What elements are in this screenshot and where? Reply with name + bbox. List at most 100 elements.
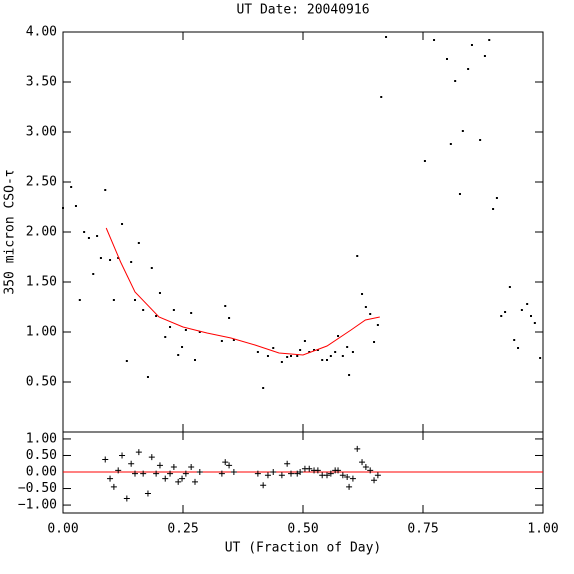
data-point xyxy=(316,349,319,351)
residual-point xyxy=(167,470,174,477)
residual-point xyxy=(175,478,182,485)
data-point xyxy=(224,305,227,307)
data-point xyxy=(488,39,491,41)
y-axis-label: 350 micron CSO-τ xyxy=(3,169,18,294)
data-point xyxy=(467,68,470,70)
y-tick-label: 3.00 xyxy=(26,125,57,140)
data-point xyxy=(142,309,145,311)
data-point xyxy=(190,312,193,314)
data-point xyxy=(299,349,302,351)
x-tick-label: 0.50 xyxy=(287,522,318,537)
residual-point xyxy=(314,467,321,474)
residual-point xyxy=(284,460,291,467)
data-point xyxy=(280,361,283,363)
data-point xyxy=(479,139,482,141)
residual-point xyxy=(153,470,160,477)
residual-point xyxy=(288,470,294,477)
data-point xyxy=(112,299,115,301)
y-tick-label: 3.50 xyxy=(26,75,57,90)
residual-point xyxy=(123,495,130,502)
data-point xyxy=(351,351,354,353)
residual-point xyxy=(156,462,163,469)
data-point xyxy=(78,299,81,301)
residual-point xyxy=(179,475,186,482)
data-point xyxy=(308,351,311,353)
residual-point xyxy=(349,475,356,482)
y-tick-label: 4.00 xyxy=(26,25,57,40)
data-point xyxy=(364,306,367,308)
data-point xyxy=(433,39,436,41)
residual-point xyxy=(162,475,169,482)
residual-point xyxy=(278,472,285,479)
residual-point xyxy=(335,467,342,474)
residual-point xyxy=(148,454,155,461)
data-point xyxy=(286,356,289,358)
data-point xyxy=(198,331,201,333)
data-point xyxy=(385,36,388,38)
data-point xyxy=(329,355,332,357)
y-tick-label: 1.00 xyxy=(26,325,57,340)
residual-point xyxy=(226,462,233,469)
data-point xyxy=(361,293,364,295)
data-point xyxy=(256,351,259,353)
data-point xyxy=(337,335,340,337)
data-point xyxy=(134,299,136,301)
data-point xyxy=(155,315,158,317)
chart-title: UT Date: 20040916 xyxy=(236,3,369,18)
residual-point xyxy=(110,483,117,490)
y-tick-label: 1.50 xyxy=(26,275,57,290)
residual-point xyxy=(135,449,142,456)
residual-point xyxy=(371,477,378,484)
data-point xyxy=(290,355,292,357)
data-point xyxy=(376,324,379,326)
x-tick-label: 0.25 xyxy=(167,522,198,537)
data-point xyxy=(184,329,187,331)
data-point xyxy=(346,346,349,348)
data-point xyxy=(492,208,495,210)
data-point xyxy=(125,360,128,362)
residual-point xyxy=(119,452,126,459)
data-point xyxy=(117,257,120,259)
residual-point xyxy=(144,490,151,497)
data-point xyxy=(520,309,523,311)
data-point xyxy=(220,340,223,342)
data-point xyxy=(169,326,172,328)
data-point xyxy=(470,44,473,46)
data-point xyxy=(449,143,452,145)
data-point xyxy=(446,58,448,60)
residual-point xyxy=(374,472,381,479)
residual-point xyxy=(192,478,198,485)
data-point xyxy=(146,376,149,378)
residual-point xyxy=(222,459,229,466)
residual-point xyxy=(324,472,330,479)
residual-point xyxy=(218,470,225,477)
data-point xyxy=(92,273,95,275)
data-point xyxy=(99,257,102,259)
plot-frame xyxy=(62,31,544,433)
data-point xyxy=(150,267,153,269)
data-point xyxy=(530,315,532,317)
residual-point xyxy=(339,472,346,479)
residual-point xyxy=(362,464,369,471)
residual-point xyxy=(115,467,122,474)
data-point xyxy=(341,355,344,357)
data-point xyxy=(533,322,536,324)
data-point xyxy=(508,286,511,288)
data-point xyxy=(454,80,457,82)
data-point xyxy=(356,255,359,257)
x-tick-label: 1.00 xyxy=(527,522,558,537)
data-point xyxy=(369,313,372,315)
residual-point xyxy=(270,469,277,476)
residual-point xyxy=(188,464,195,471)
data-point xyxy=(303,340,306,342)
data-point xyxy=(83,231,86,233)
y-tick-label: −0.50 xyxy=(18,481,57,496)
residual-point xyxy=(344,473,351,480)
data-point xyxy=(517,347,520,349)
y-tick-label: 2.00 xyxy=(26,225,57,240)
data-point xyxy=(461,130,464,132)
data-point xyxy=(313,349,316,351)
data-point xyxy=(513,339,516,341)
y-tick-label: −1.00 xyxy=(18,498,57,513)
data-point xyxy=(539,357,542,359)
